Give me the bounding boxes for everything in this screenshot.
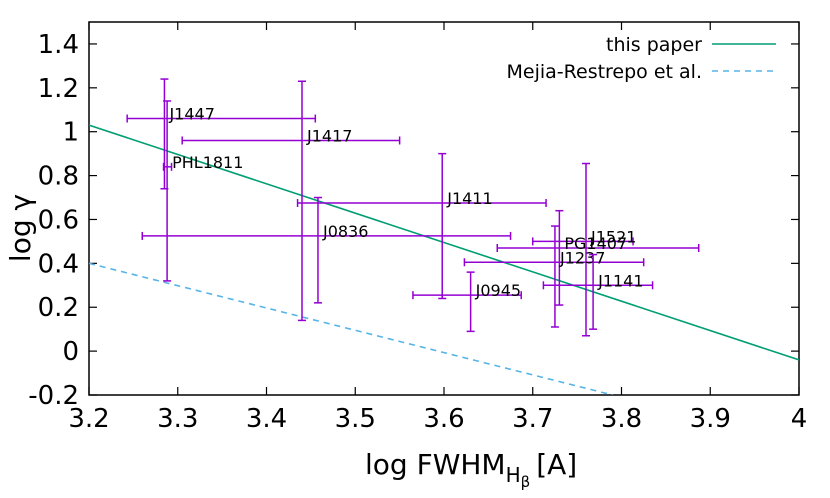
fit-lines	[89, 124, 799, 395]
point-label: J1447	[168, 105, 214, 124]
x-tick-label: 3.9	[690, 404, 731, 434]
x-axis-label-unit: [A]	[536, 448, 577, 481]
point-label: J0945	[475, 281, 521, 300]
data-point-j0945: J0945	[412, 271, 522, 333]
x-axis-ticks: 3.2 3.3 3.4 3.5 3.6 3.7 3.8 3.9 4	[68, 22, 807, 434]
point-label: PG1407	[564, 234, 627, 253]
x-axis-label-sub: H	[506, 463, 521, 487]
y-tick-label: 1	[62, 118, 79, 148]
y-tick-label: 0.2	[38, 293, 79, 323]
data-point-j1521: J1521	[532, 162, 636, 337]
data-point-j1141: J1141	[542, 253, 654, 330]
x-tick-label: 4	[791, 404, 808, 434]
data-point-phl1811: PHL1811	[162, 100, 243, 282]
x-tick-label: 3.2	[68, 404, 109, 434]
data-point-j1417: J1417	[181, 80, 401, 322]
y-axis-ticks: -0.2 0 0.2 0.4 0.6 0.8 1 1.2 1.4	[28, 30, 799, 411]
y-tick-label: 0.8	[38, 162, 79, 192]
y-tick-label: 0	[62, 337, 79, 367]
point-label: J1411	[446, 189, 492, 208]
x-axis-label-main: log FWHM	[365, 448, 506, 481]
data-point-pg1407: PG1407	[496, 209, 700, 306]
data-point-j0836: J0836	[141, 196, 512, 304]
y-tick-label: 1.4	[38, 30, 79, 60]
x-tick-label: 3.4	[246, 404, 287, 434]
x-tick-label: 3.7	[512, 404, 553, 434]
this-paper-line	[89, 124, 799, 361]
y-tick-label: 1.2	[38, 74, 79, 104]
x-tick-label: 3.3	[157, 404, 198, 434]
y-tick-label: 0.6	[38, 205, 79, 235]
x-tick-label: 3.6	[423, 404, 464, 434]
y-tick-label: -0.2	[28, 381, 79, 411]
point-label: J0836	[322, 222, 368, 241]
data-point-j1411: J1411	[296, 152, 547, 300]
point-label: PHL1811	[172, 153, 243, 172]
data-point-j1447: J1447	[126, 78, 317, 190]
x-tick-label: 3.8	[601, 404, 642, 434]
mejia-restrepo-line	[89, 262, 613, 395]
x-axis-label: log FWHMHβ [A]	[365, 448, 577, 491]
y-axis-label: log γ	[4, 194, 37, 262]
point-label: J1141	[597, 271, 643, 290]
legend-label: this paper	[606, 34, 702, 56]
y-tick-label: 0.4	[38, 249, 79, 279]
legend-label: Mejia-Restrepo et al.	[507, 61, 702, 83]
point-label: J1521	[590, 227, 636, 246]
x-axis-label-subsub: β	[521, 473, 531, 491]
legend: this paper Mejia-Restrepo et al.	[507, 34, 776, 83]
point-label: J1237	[559, 248, 605, 267]
x-tick-label: 3.5	[335, 404, 376, 434]
point-label: J1417	[306, 126, 352, 145]
